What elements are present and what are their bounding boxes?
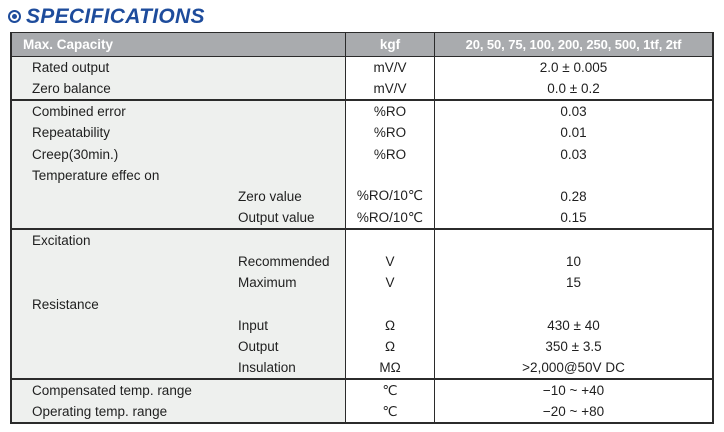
row-unit bbox=[345, 164, 435, 186]
row-unit: %RO/10℃ bbox=[345, 185, 435, 207]
row-label: Resistance bbox=[12, 293, 345, 315]
table-row: Output value %RO/10℃ 0.15 bbox=[12, 206, 712, 229]
row-unit bbox=[345, 230, 435, 252]
table-row: Zero value %RO/10℃ 0.28 bbox=[12, 185, 712, 207]
row-value: 0.15 bbox=[560, 210, 587, 226]
row-value bbox=[435, 165, 712, 186]
section-title: SPECIFICATIONS bbox=[8, 3, 205, 30]
row-value: 0.28 bbox=[560, 188, 587, 204]
row-unit: ℃ bbox=[345, 401, 435, 423]
specifications-table: Max. Capacity kgf 20, 50, 75, 100, 200, … bbox=[10, 32, 714, 425]
table-row: Recommended V 10 bbox=[12, 251, 712, 273]
fisheye-bullet-icon bbox=[8, 10, 21, 23]
table-row: Repeatability %RO 0.01 bbox=[12, 122, 712, 144]
row-unit: MΩ bbox=[345, 356, 435, 379]
table-header-row: Max. Capacity kgf 20, 50, 75, 100, 200, … bbox=[12, 33, 712, 57]
row-label: Creep(30min.) bbox=[12, 143, 345, 165]
row-label: Operating temp. range bbox=[12, 401, 345, 423]
row-value: 15 bbox=[565, 275, 582, 291]
row-label: Compensated temp. range bbox=[12, 380, 345, 402]
table-row: Compensated temp. range ℃ −10 ~ +40 bbox=[12, 378, 712, 402]
table-row: Rated output mV/V 2.0 ± 0.005 bbox=[12, 57, 712, 79]
table-row: Input Ω 430 ± 40 bbox=[12, 314, 712, 336]
row-value bbox=[435, 294, 712, 315]
row-value bbox=[435, 230, 712, 251]
row-unit: %RO bbox=[345, 143, 435, 165]
row-value: >2,000@50V DC bbox=[522, 360, 625, 376]
table-row: Zero balance mV/V 0.0 ± 0.2 bbox=[12, 78, 712, 100]
row-unit: %RO/10℃ bbox=[345, 206, 435, 229]
row-unit: Ω bbox=[345, 335, 435, 357]
header-capacity-list: 20, 50, 75, 100, 200, 250, 500, 1tf, 2tf bbox=[465, 37, 682, 52]
row-unit bbox=[345, 293, 435, 315]
table-row: Excitation bbox=[12, 228, 712, 252]
row-value: −20 ~ +80 bbox=[542, 404, 605, 420]
row-value: 430 ± 40 bbox=[547, 317, 600, 333]
page-title: SPECIFICATIONS bbox=[26, 4, 205, 28]
row-unit: V bbox=[345, 251, 435, 273]
table-row: Creep(30min.) %RO 0.03 bbox=[12, 143, 712, 165]
row-unit: mV/V bbox=[345, 57, 435, 79]
row-label: Repeatability bbox=[12, 122, 345, 144]
row-unit: V bbox=[345, 272, 435, 294]
spec-table-body: Rated output mV/V 2.0 ± 0.005 Zero balan… bbox=[12, 57, 712, 423]
row-label: Zero balance bbox=[12, 78, 345, 100]
table-row: Resistance bbox=[12, 293, 712, 315]
table-row: Combined error %RO 0.03 bbox=[12, 99, 712, 123]
row-unit: mV/V bbox=[345, 78, 435, 100]
row-value: 0.03 bbox=[560, 104, 587, 120]
row-value: 0.01 bbox=[560, 125, 587, 141]
row-value: −10 ~ +40 bbox=[542, 383, 605, 399]
header-unit-kgf: kgf bbox=[345, 33, 435, 56]
row-value: 350 ± 3.5 bbox=[545, 338, 602, 354]
row-value: 0.03 bbox=[560, 146, 587, 162]
row-value: 2.0 ± 0.005 bbox=[539, 60, 608, 76]
row-label: Insulation bbox=[12, 356, 345, 379]
header-max-capacity: Max. Capacity bbox=[23, 37, 114, 52]
row-unit: %RO bbox=[345, 101, 435, 123]
row-label: Recommended bbox=[12, 251, 345, 273]
row-unit: %RO bbox=[345, 122, 435, 144]
table-row: Output Ω 350 ± 3.5 bbox=[12, 335, 712, 357]
table-row: Insulation MΩ >2,000@50V DC bbox=[12, 356, 712, 379]
row-value: 0.0 ± 0.2 bbox=[547, 81, 600, 97]
row-label: Combined error bbox=[12, 101, 345, 123]
table-row: Operating temp. range ℃ −20 ~ +80 bbox=[12, 401, 712, 423]
row-label: Zero value bbox=[12, 185, 345, 207]
row-label: Output value bbox=[12, 206, 345, 229]
row-value: 10 bbox=[565, 254, 582, 270]
row-label: Input bbox=[12, 314, 345, 336]
row-label: Excitation bbox=[12, 230, 345, 252]
row-label: Rated output bbox=[12, 57, 345, 79]
row-label: Temperature effec on bbox=[12, 164, 345, 186]
row-label: Output bbox=[12, 335, 345, 357]
row-label: Maximum bbox=[12, 272, 345, 294]
row-unit: Ω bbox=[345, 314, 435, 336]
table-row: Temperature effec on bbox=[12, 164, 712, 186]
row-unit: ℃ bbox=[345, 380, 435, 402]
table-row: Maximum V 15 bbox=[12, 272, 712, 294]
